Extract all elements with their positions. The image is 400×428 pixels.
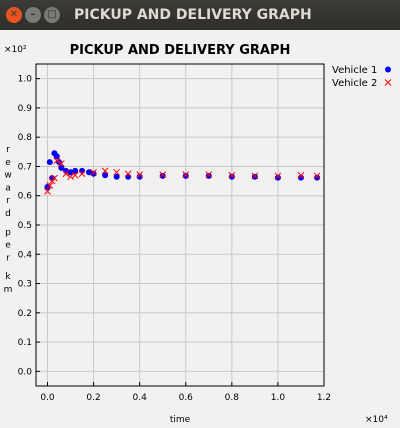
- vehicle-2-point: [51, 174, 58, 182]
- y-tick-label: 0.3: [18, 280, 32, 290]
- y-tick-label: 0.9: [18, 104, 33, 114]
- vehicle-1-point: [90, 170, 97, 177]
- x-tick-label: 0.8: [225, 393, 240, 403]
- vehicle-1-point: [113, 173, 120, 180]
- close-button[interactable]: ✕: [6, 7, 22, 23]
- y-axis-label-letter: k: [5, 272, 11, 282]
- y-tick-label: 0.0: [18, 367, 33, 377]
- y-axis-label-letter: r: [6, 196, 10, 206]
- vehicle-2-point: [124, 170, 132, 178]
- vehicle-1-point: [72, 167, 79, 174]
- chart-title: PICKUP AND DELIVERY GRAPH: [70, 43, 291, 58]
- chart-area: PICKUP AND DELIVERY GRAPH 0.0 0.2 0.4 0.6 0.…: [0, 30, 400, 428]
- y-axis-label-letter: p: [5, 228, 11, 238]
- y-axis-label-letter: w: [4, 171, 11, 181]
- vehicle-1-point: [182, 172, 189, 179]
- vehicle-1-point: [314, 174, 321, 181]
- vehicle-1-point: [79, 167, 86, 174]
- vehicle-1-point: [67, 169, 74, 176]
- vehicle-1-point: [251, 173, 258, 180]
- vehicle-2-point: [44, 187, 51, 195]
- y-tick-label: 0.1: [18, 338, 32, 348]
- vehicle-2-point: [313, 172, 321, 180]
- y-tick-label: 0.4: [18, 250, 33, 260]
- y-axis-multiplier: ×10²: [4, 45, 27, 55]
- vehicle-2-point: [57, 160, 65, 167]
- vehicle-2-point: [71, 171, 79, 179]
- vehicle-2-point: [67, 173, 74, 181]
- window-titlebar: ✕ – □ PICKUP AND DELIVERY GRAPH: [0, 0, 400, 30]
- scatter-chart: PICKUP AND DELIVERY GRAPH 0.0 0.2 0.4 0.6 0.…: [4, 43, 392, 425]
- vehicle-1-point: [205, 172, 212, 179]
- x-axis-multiplier: ×10⁴: [365, 415, 388, 425]
- series-1: [44, 150, 321, 190]
- vehicle-1-point: [85, 169, 92, 176]
- y-tick-label: 0.5: [18, 221, 32, 231]
- y-axis-label-letter: d: [5, 209, 11, 219]
- x-tick-label: 1.0: [271, 393, 286, 403]
- vehicle-2-point: [274, 172, 282, 180]
- vehicle-1-point: [136, 173, 143, 180]
- y-axis-label-letter: e: [5, 158, 11, 168]
- x-tick-label: 0.6: [179, 393, 194, 403]
- grid: [36, 64, 325, 386]
- x-tick-label: 0.4: [133, 393, 148, 403]
- vehicle-2-point: [159, 171, 167, 179]
- x-axis-label: time: [170, 415, 191, 425]
- legend-label: Vehicle 2: [332, 78, 377, 89]
- data-points: [44, 150, 321, 195]
- y-axis-label-letter: e: [5, 241, 11, 251]
- legend-label: Vehicle 1: [332, 65, 377, 76]
- minimize-icon: –: [30, 9, 36, 20]
- legend-marker: [385, 66, 391, 73]
- y-tick-label: 0.2: [18, 309, 32, 319]
- y-axis-label-letter: r: [6, 145, 10, 155]
- vehicle-1-point: [159, 172, 166, 179]
- vehicle-2-point: [78, 170, 86, 178]
- vehicle-2-point: [113, 168, 120, 176]
- vehicle-2-point: [46, 182, 54, 189]
- legend-marker: [384, 79, 392, 86]
- vehicle-1-point: [274, 174, 281, 181]
- close-icon: ✕: [9, 9, 19, 20]
- vehicle-1-point: [46, 159, 53, 166]
- vehicle-1-point: [44, 183, 51, 190]
- vehicle-2-point: [101, 167, 109, 175]
- x-tick-label: 0.0: [40, 393, 55, 403]
- window-title: PICKUP AND DELIVERY GRAPH: [74, 7, 312, 23]
- vehicle-1-point: [56, 159, 63, 166]
- vehicle-1-point: [58, 164, 65, 171]
- y-tick-label: 0.8: [18, 133, 33, 143]
- y-tick-label: 0.6: [18, 192, 33, 202]
- x-tick-label: 1.2: [317, 393, 331, 403]
- vehicle-2-point: [182, 171, 190, 179]
- vehicle-2-point: [53, 157, 61, 164]
- y-tick-label: 0.7: [18, 162, 32, 172]
- vehicle-1-point: [102, 172, 109, 179]
- vehicle-2-point: [62, 170, 70, 178]
- y-axis-label-letter: r: [6, 253, 10, 263]
- legend: Vehicle 1 Vehicle 2: [332, 65, 392, 89]
- vehicle-1-point: [53, 153, 60, 160]
- vehicle-2-point: [205, 171, 213, 179]
- y-axis-label-letter: m: [4, 285, 13, 295]
- vehicle-2-point: [251, 172, 259, 180]
- vehicle-2-point: [136, 171, 144, 179]
- series-2: [44, 157, 321, 195]
- vehicle-2-point: [297, 171, 305, 179]
- minimize-button[interactable]: –: [25, 7, 41, 23]
- y-tick-label: 1.0: [18, 75, 33, 85]
- vehicle-1-point: [228, 173, 235, 180]
- maximize-icon: □: [47, 9, 57, 20]
- maximize-button[interactable]: □: [44, 7, 60, 23]
- vehicle-2-point: [228, 171, 236, 179]
- axis-ticks: 0.0 0.2 0.4 0.6 0.8 1.0 1.2 0.0 0.1 0.2 0.3 0.4 0.5 0…: [18, 75, 331, 403]
- y-axis-label-letter: a: [5, 183, 11, 193]
- vehicle-2-point: [90, 168, 97, 176]
- vehicle-1-point: [125, 173, 132, 180]
- x-tick-label: 0.2: [86, 393, 100, 403]
